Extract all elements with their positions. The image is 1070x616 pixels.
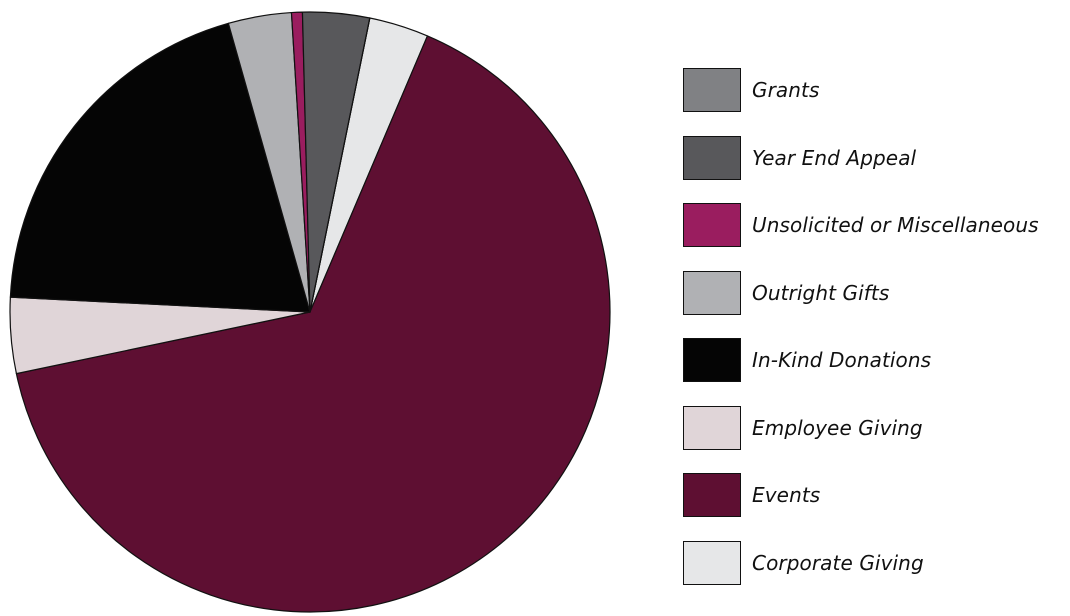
legend-label-year-end-appeal: Year End Appeal (752, 145, 917, 170)
legend-swatch-employee-giving (683, 405, 741, 450)
legend-swatch-corporate-giving (683, 540, 741, 585)
legend-label-in-kind-donations: In-Kind Donations (752, 348, 932, 372)
legend-item-events: Events (683, 473, 1068, 519)
legend-swatch-unsolicited-or-miscellaneous (683, 203, 741, 247)
legend-swatch-in-kind-donations (683, 338, 741, 382)
legend-swatch-grants (683, 68, 741, 112)
legend-item-outright-gifts: Outright Gifts (683, 270, 1068, 317)
legend-label-employee-giving: Employee Giving (752, 415, 923, 440)
legend-label-corporate-giving: Corporate Giving (752, 550, 924, 575)
legend-swatch-events (683, 473, 741, 517)
legend-swatch-year-end-appeal (683, 135, 741, 180)
legend-item-in-kind-donations: In-Kind Donations (683, 338, 1068, 384)
legend-label-grants: Grants (752, 78, 820, 102)
pie-slice-grants (309, 17, 371, 313)
legend-label-outright-gifts: Outright Gifts (752, 280, 890, 305)
pie-slice-events (15, 35, 611, 613)
legend-label-events: Events (752, 483, 821, 507)
legend-swatch-outright-gifts (683, 270, 741, 315)
legend-item-corporate-giving: Corporate Giving (683, 540, 1068, 587)
legend-item-unsolicited-or-miscellaneous: Unsolicited or Miscellaneous (683, 203, 1068, 249)
legend-item-grants: Grants (683, 68, 1068, 114)
legend-label-unsolicited-or-miscellaneous: Unsolicited or Miscellaneous (752, 213, 1039, 237)
legend-item-year-end-appeal: Year End Appeal (683, 135, 1068, 182)
pie-chart (9, 11, 611, 613)
legend-item-employee-giving: Employee Giving (683, 405, 1068, 452)
pie-slice-in-kind-donations (9, 22, 311, 313)
